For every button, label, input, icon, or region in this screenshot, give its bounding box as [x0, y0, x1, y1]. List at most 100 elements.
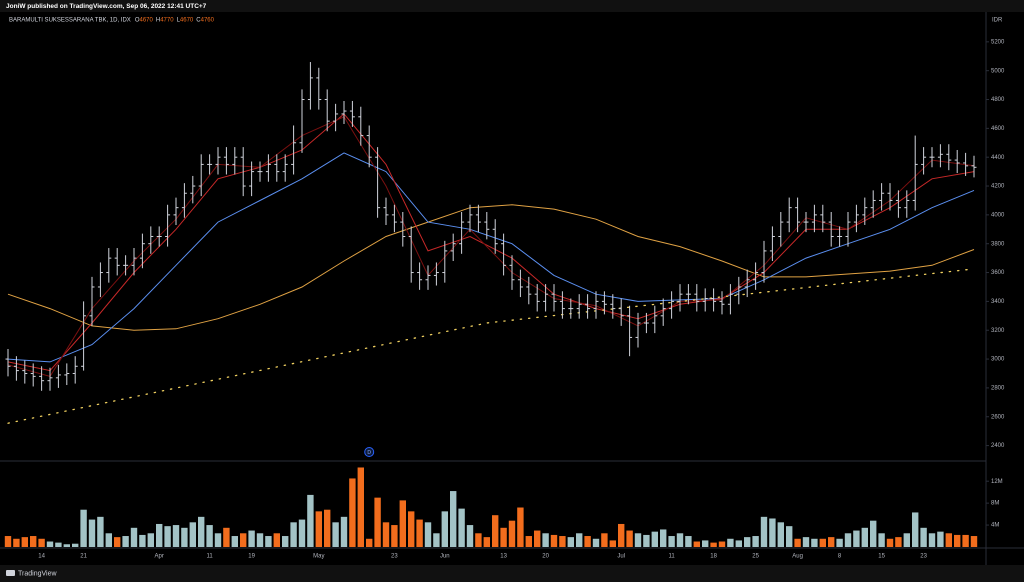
x-tick-label: Jun [440, 554, 450, 560]
volume-bar [727, 538, 734, 547]
volume-bar [130, 527, 138, 547]
volume-bar [500, 527, 507, 547]
y-tick-label: 4800 [991, 97, 1005, 103]
brand-logo [6, 570, 15, 576]
volume-bar [139, 534, 146, 547]
volume-bar [668, 536, 675, 547]
volume-bar [710, 542, 717, 547]
volume-bar [492, 515, 499, 547]
volume-bar [878, 533, 885, 547]
volume-bar [794, 538, 801, 547]
quote-label: L [177, 18, 181, 24]
volume-bar [349, 478, 356, 547]
volume-bar [189, 522, 196, 547]
volume-bar [651, 531, 658, 547]
volume-bar [374, 497, 381, 547]
volume-bar [912, 512, 919, 547]
volume-bar [240, 533, 247, 547]
volume-bar [97, 516, 104, 547]
volume-bar [290, 522, 297, 547]
y-tick-label: 3800 [991, 241, 1005, 247]
x-tick-label: May [313, 554, 324, 560]
volume-bar [702, 540, 709, 547]
quote-value: 4760 [201, 18, 215, 24]
volume-bar [324, 509, 331, 547]
y-tick-label: 3000 [991, 357, 1005, 363]
volume-bar [970, 536, 978, 547]
volume-bar [80, 509, 87, 547]
volume-bar [718, 541, 726, 547]
volume-bar [752, 536, 759, 547]
y-tick-label: 4400 [991, 155, 1005, 161]
volume-bar [366, 538, 373, 547]
volume-bar [282, 536, 289, 547]
volume-bar [357, 467, 364, 547]
volume-tick-label: 8M [991, 501, 999, 507]
volume-bar [441, 511, 448, 547]
volume-bar [298, 519, 306, 547]
volume-bar [382, 522, 390, 547]
y-tick-label: 4000 [991, 212, 1005, 218]
y-tick-label: 4600 [991, 126, 1005, 132]
y-tick-label: 3600 [991, 270, 1005, 276]
quote-value: 4770 [160, 18, 174, 24]
y-tick-label: 2600 [991, 414, 1005, 420]
volume-bar [685, 536, 692, 547]
volume-bar [408, 511, 415, 547]
header-bar [0, 0, 1024, 12]
y-tick-label: 3200 [991, 328, 1005, 334]
volume-bar [63, 544, 70, 547]
volume-bar [584, 536, 591, 547]
volume-bar [433, 533, 440, 547]
volume-bar [223, 527, 230, 547]
volume-bar [424, 522, 432, 547]
volume-bar [181, 527, 188, 547]
volume-bar [206, 525, 213, 547]
x-tick-label: 19 [248, 554, 255, 560]
y-tick-label: 5200 [991, 39, 1005, 45]
volume-bar [88, 519, 96, 547]
volume-bar [895, 537, 902, 547]
volume-bar [886, 538, 894, 547]
dividend-marker-label: D [367, 450, 371, 456]
volume-bar [937, 531, 944, 547]
volume-bar [592, 538, 600, 547]
x-tick-label: 21 [80, 554, 87, 560]
volume-bar [21, 537, 28, 547]
y-tick-label: 2400 [991, 443, 1005, 449]
volume-bar [954, 534, 961, 547]
volume-bar [525, 536, 532, 547]
volume-bar [769, 518, 776, 547]
volume-bar [72, 543, 79, 547]
volume-bar [483, 537, 490, 547]
volume-bar [46, 541, 54, 547]
x-tick-label: 11 [668, 554, 675, 560]
volume-bar [903, 533, 910, 547]
volume-bar [676, 533, 684, 547]
volume-bar [542, 533, 549, 547]
volume-bar [450, 491, 457, 547]
volume-bar [307, 494, 314, 547]
x-tick-label: 15 [878, 554, 885, 560]
dividend-marker [364, 447, 375, 457]
y-tick-label: 5000 [991, 68, 1005, 74]
x-tick-label: 25 [752, 554, 759, 560]
x-tick-label: 20 [542, 554, 549, 560]
volume-bar [962, 534, 969, 547]
volume-bar [819, 538, 826, 547]
volume-bar [601, 533, 608, 547]
volume-bar [660, 529, 667, 547]
volume-bar [147, 533, 154, 547]
volume-bar [156, 523, 163, 547]
volume-bar [945, 533, 952, 547]
x-tick-label: 23 [920, 554, 927, 560]
volume-bar [802, 537, 810, 547]
x-tick-label: 13 [500, 554, 507, 560]
volume-bar [828, 537, 835, 547]
volume-bar [559, 536, 566, 547]
y-tick-label: 2800 [991, 385, 1005, 391]
volume-bar [735, 540, 742, 547]
volume-bar [811, 538, 818, 547]
volume-bar [13, 538, 20, 547]
